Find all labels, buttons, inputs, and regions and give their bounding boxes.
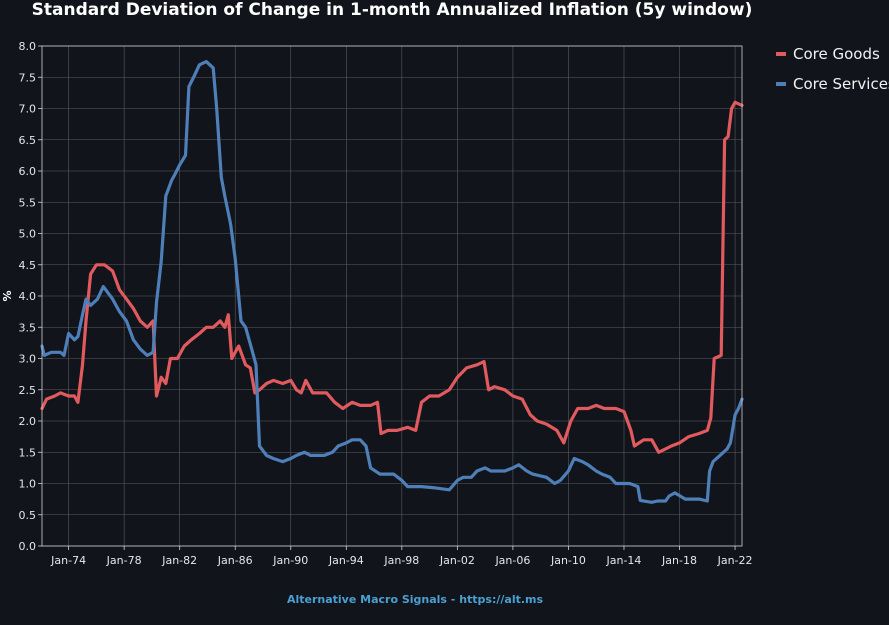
x-tick-label: Jan-02 (439, 554, 475, 567)
y-tick-label: 0.5 (19, 509, 37, 522)
footer-credit: Alternative Macro Signals - https://alt.… (287, 593, 544, 606)
x-tick-label: Jan-90 (272, 554, 308, 567)
series-line-core-goods (40, 100, 744, 454)
y-tick-label: 4.5 (19, 259, 37, 272)
x-tick-label: Jan-06 (494, 554, 530, 567)
series-line-core-services (40, 60, 744, 504)
y-axis-label: % (1, 290, 14, 301)
y-tick-label: 4.0 (19, 290, 37, 303)
y-tick-label: 7.0 (19, 103, 37, 116)
y-tick-label: 3.5 (19, 321, 37, 334)
plot-frame (41, 45, 743, 547)
x-tick-label: Jan-82 (161, 554, 197, 567)
y-tick-label: 6.5 (19, 134, 37, 147)
y-tick-label: 1.0 (19, 478, 37, 491)
x-tick-label: Jan-14 (606, 554, 642, 567)
y-tick-label: 8.0 (19, 40, 37, 53)
legend-label: Core Goods (793, 45, 880, 63)
y-tick-label: 5.0 (19, 228, 37, 241)
legend-label: Core Services (793, 75, 889, 93)
legend-item-core-goods[interactable]: Core Goods (776, 45, 880, 63)
y-tick-label: 1.5 (19, 446, 37, 459)
legend[interactable]: Core Goods Core Services (776, 45, 889, 93)
x-tick-label: Jan-94 (328, 554, 364, 567)
y-tick-label: 7.5 (19, 71, 37, 84)
x-axis-ticks: Jan-74 Jan-78 Jan-82 Jan-86 Jan-90 Jan-94 Jan-… (50, 546, 753, 567)
y-tick-label: 0.0 (19, 540, 37, 553)
x-tick-label: Jan-78 (106, 554, 142, 567)
chart-title: Standard Deviation of Change in 1-month … (32, 0, 753, 20)
y-axis-ticks: 0.0 0.5 1.0 1.5 2.0 2.5 3.0 3.5 4.0 4.5 5.0 5.5 6.0 6… (19, 40, 42, 553)
x-tick-label: Jan-86 (217, 554, 253, 567)
x-tick-label: Jan-98 (383, 554, 419, 567)
series-lines (40, 60, 744, 504)
x-tick-label: Jan-22 (717, 554, 753, 567)
x-tick-label: Jan-74 (50, 554, 86, 567)
x-tick-label: Jan-10 (550, 554, 586, 567)
y-tick-label: 6.0 (19, 165, 37, 178)
y-tick-label: 2.5 (19, 384, 37, 397)
x-tick-label: Jan-18 (661, 554, 697, 567)
y-tick-label: 3.0 (19, 353, 37, 366)
y-tick-label: 2.0 (19, 415, 37, 428)
legend-item-core-services[interactable]: Core Services (776, 75, 889, 93)
y-tick-label: 5.5 (19, 196, 37, 209)
